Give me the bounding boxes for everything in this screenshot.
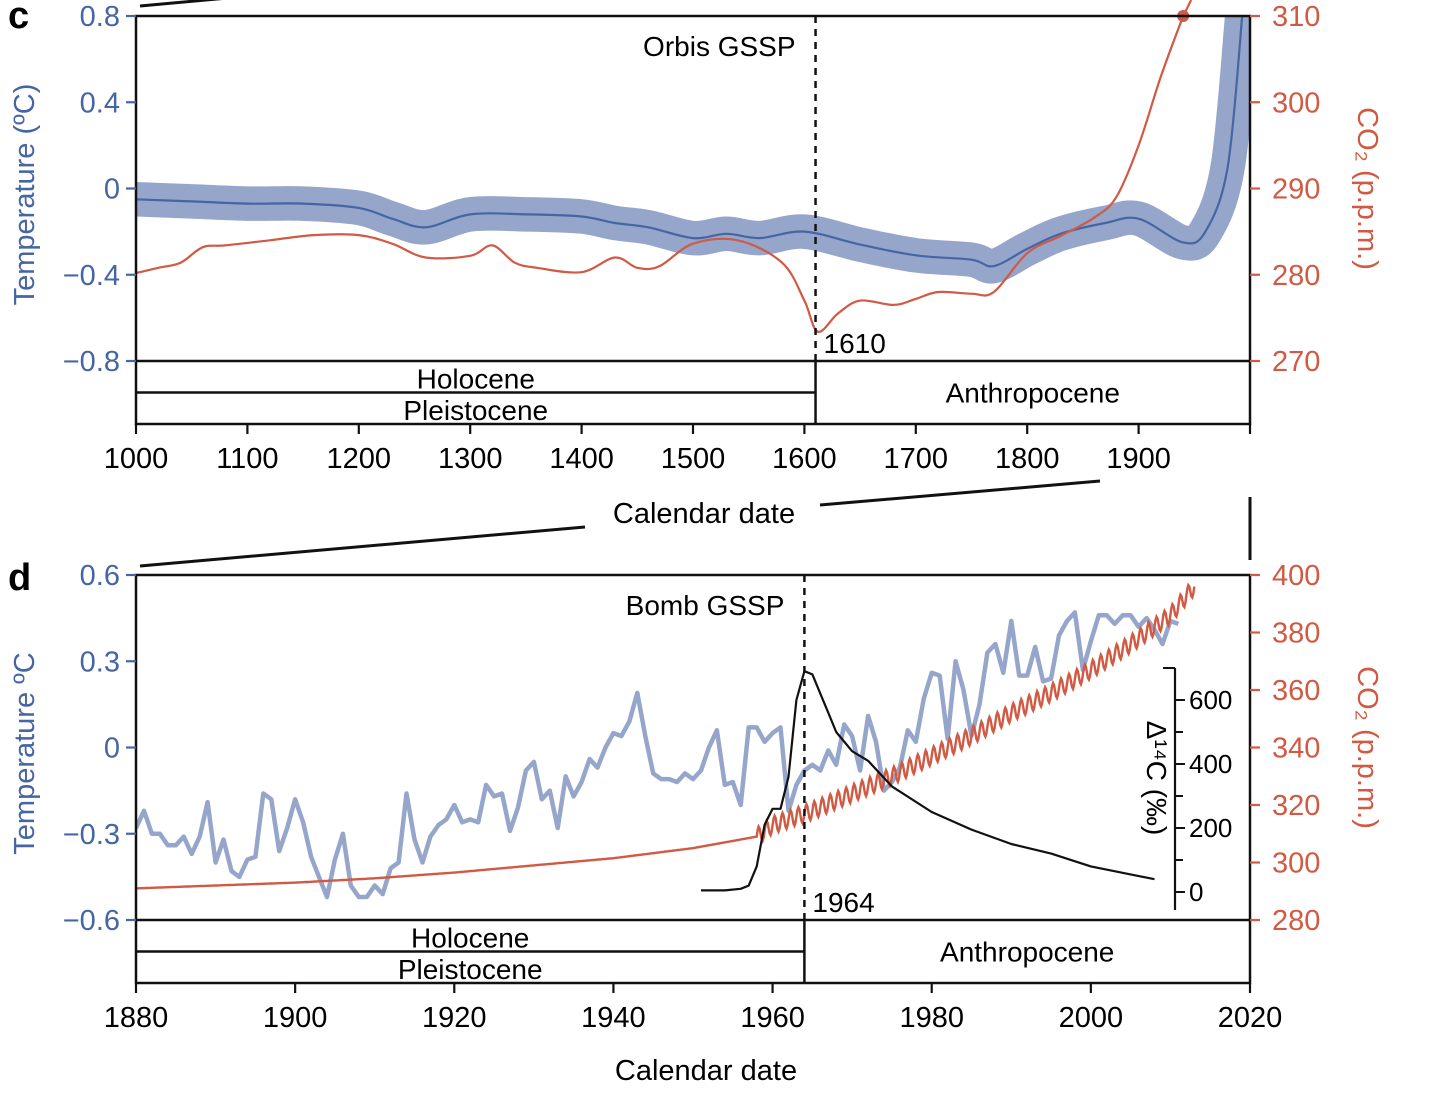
x-axis-tick-label: 1200: [327, 443, 392, 475]
inset-axis-tick-label: 200: [1189, 813, 1232, 843]
zoom-connector-top-left: [139, 0, 223, 8]
co2-series-line: [136, 582, 1196, 890]
x-axis-tick-label: 1880: [104, 1002, 169, 1034]
gssp-year-label: 1964: [812, 887, 874, 918]
panel-c-plot-area: [136, 16, 1250, 333]
temperature-series-line: [136, 610, 1180, 900]
right-axis-tick-label: 270: [1272, 346, 1320, 378]
temperature-series-line: [136, 16, 1244, 268]
x-axis-tick-label: 1900: [1106, 443, 1171, 475]
x-axis-tick-label: 2020: [1218, 1002, 1283, 1034]
left-axis-tick-label: 0: [104, 733, 120, 765]
x-axis-tick-label: 1100: [216, 443, 278, 475]
zoom-connector-left: [139, 525, 586, 568]
right-axis-tick-label: 400: [1272, 560, 1320, 592]
epoch-anthropocene-label: Anthropocene: [940, 937, 1114, 968]
inset-axis-tick-label: 400: [1189, 749, 1232, 779]
zoom-connector-right: [819, 479, 1101, 507]
panel-letter-d: d: [8, 557, 31, 599]
left-axis-title: Temperature (ºC): [9, 84, 41, 306]
x-axis-title: Calendar date: [613, 498, 795, 530]
x-axis-tick-label: 1500: [661, 443, 726, 475]
x-axis-tick-label: 1000: [104, 443, 169, 475]
x-axis-tick-label: 1940: [581, 1002, 646, 1034]
co2-series-line: [136, 16, 1185, 333]
left-axis-tick-label: −0.8: [63, 346, 120, 378]
left-axis-tick-label: 0.3: [80, 646, 120, 678]
x-axis-title: Calendar date: [615, 1055, 797, 1087]
panel-d-plot-area: [136, 582, 1196, 900]
x-axis-tick-label: 1900: [263, 1002, 328, 1034]
x-axis-tick-label: 1920: [422, 1002, 487, 1034]
left-axis-tick-label: 0: [104, 174, 120, 206]
right-axis-tick-label: 280: [1272, 260, 1320, 292]
left-axis-tick-label: 0.4: [80, 87, 120, 119]
x-axis-tick-label: 1800: [995, 443, 1060, 475]
epoch-holocene-label: Holocene: [417, 364, 535, 395]
left-axis-tick-label: 0.8: [80, 1, 120, 33]
left-axis-tick-label: 0.6: [80, 560, 120, 592]
panel-d-frame: [134, 573, 1252, 985]
right-axis-title: CO₂ (p.p.m.): [1351, 666, 1383, 829]
left-axis-tick-label: −0.3: [63, 819, 120, 851]
right-axis-tick-label: 380: [1272, 618, 1320, 650]
right-axis-tick-label: 290: [1272, 174, 1320, 206]
x-axis-tick-label: 1300: [438, 443, 503, 475]
x-axis-tick-label: 1400: [549, 443, 614, 475]
right-axis-tick-label: 300: [1272, 87, 1320, 119]
gssp-label: Orbis GSSP: [643, 31, 795, 62]
epoch-pleistocene-label: Pleistocene: [403, 395, 548, 426]
inset-axis-tick-label: 0: [1189, 877, 1203, 907]
epoch-anthropocene-label: Anthropocene: [946, 378, 1120, 409]
gssp-year-label: 1610: [824, 328, 886, 359]
left-axis-title: Temperature ºC: [9, 652, 41, 854]
x-axis-tick-label: 1700: [884, 443, 949, 475]
left-axis-tick-label: −0.4: [63, 260, 120, 292]
epoch-holocene-label: Holocene: [411, 923, 529, 954]
x-axis-tick-label: 1960: [740, 1002, 805, 1034]
epoch-pleistocene-label: Pleistocene: [398, 954, 543, 985]
inset-axis-tick-label: 600: [1189, 685, 1232, 715]
panel-letter-c: c: [8, 0, 29, 37]
gssp-label: Bomb GSSP: [626, 590, 785, 621]
right-axis-tick-label: 320: [1272, 790, 1320, 822]
inset-axis-title: Δ¹⁴C (‰): [1141, 721, 1172, 836]
right-axis-tick-label: 300: [1272, 848, 1320, 880]
right-axis-tick-label: 280: [1272, 905, 1320, 937]
left-axis-tick-label: −0.6: [63, 905, 120, 937]
right-axis-tick-label: 360: [1272, 675, 1320, 707]
x-axis-tick-label: 2000: [1059, 1002, 1124, 1034]
right-axis-tick-label: 340: [1272, 733, 1320, 765]
x-axis-tick-label: 1980: [899, 1002, 964, 1034]
delta14c-series-line: [701, 670, 1155, 892]
right-axis-title: CO₂ (p.p.m.): [1351, 107, 1383, 270]
right-axis-tick-label: 310: [1272, 1, 1320, 33]
x-axis-tick-label: 1600: [772, 443, 837, 475]
